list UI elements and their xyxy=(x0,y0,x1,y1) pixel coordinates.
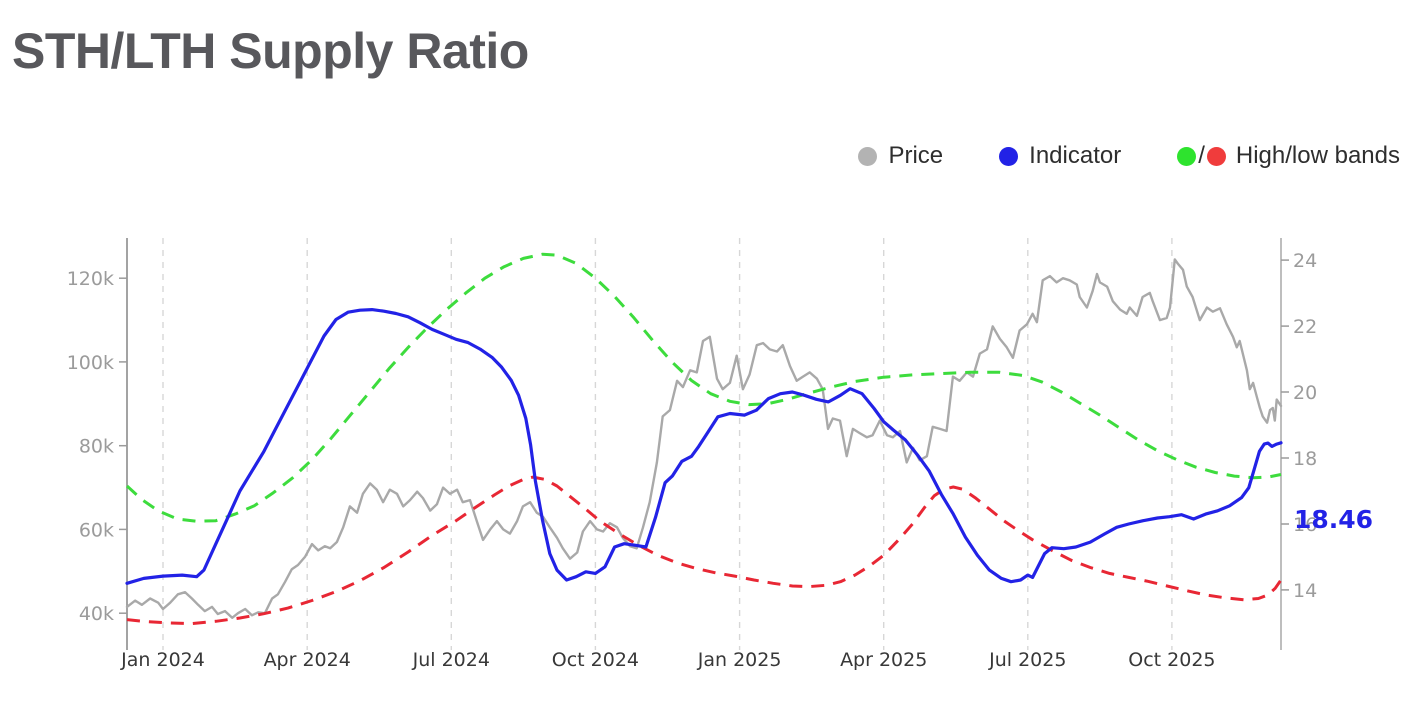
left-axis-tick-label: 100k xyxy=(67,352,114,374)
right-axis-tick-label: 20 xyxy=(1293,382,1317,404)
x-tick-label: Apr 2025 xyxy=(840,649,927,671)
x-tick-label: Oct 2025 xyxy=(1128,649,1215,671)
x-tick-label: Jan 2025 xyxy=(697,649,782,671)
legend-label-bands: High/low bands xyxy=(1235,142,1400,169)
gridlines xyxy=(162,238,1173,650)
x-tick-label: Oct 2024 xyxy=(552,649,639,671)
legend-label-indicator: Indicator xyxy=(1029,142,1122,169)
high-band-dot-icon xyxy=(1177,146,1197,166)
low-band-dot-icon xyxy=(1206,146,1226,166)
indicator-dot-icon xyxy=(999,146,1019,166)
legend: Price Indicator / High/low bands xyxy=(858,142,1400,170)
last-value-label: 18.46 xyxy=(1294,505,1373,534)
series-line-price xyxy=(125,258,1283,619)
left-axis-tick-label: 120k xyxy=(67,268,114,290)
left-axis-tick-label: 40k xyxy=(79,603,114,625)
axis-tick-labels: Jan 2024 Apr 2024 Jul 2024 Oct 2024 Jan 2025… xyxy=(67,250,1317,671)
series-line-low-band xyxy=(126,475,1283,626)
right-axis-tick-label: 22 xyxy=(1293,316,1317,338)
series-line-high-band xyxy=(125,252,1282,523)
legend-item-indicator[interactable]: Indicator xyxy=(999,142,1121,170)
series-line-indicator xyxy=(125,308,1283,585)
right-axis-tick-label: 24 xyxy=(1293,250,1317,272)
x-tick-label: Apr 2024 xyxy=(264,649,351,671)
right-axis-tick-label: 14 xyxy=(1293,580,1317,602)
legend-label-price: Price xyxy=(888,142,944,169)
x-tick-label: Jan 2024 xyxy=(120,649,205,671)
legend-item-price[interactable]: Price xyxy=(858,142,943,170)
series-lines xyxy=(125,252,1283,626)
price-dot-icon xyxy=(858,146,878,166)
right-axis-tick-label: 18 xyxy=(1293,448,1317,470)
left-axis-tick-label: 80k xyxy=(79,436,114,458)
page-title: STH/LTH Supply Ratio xyxy=(12,23,529,79)
x-tick-label: Jul 2024 xyxy=(412,649,490,671)
left-axis-tick-label: 60k xyxy=(79,519,114,541)
right-axis-tick-label: 16 xyxy=(1293,514,1317,536)
legend-item-bands[interactable]: / High/low bands xyxy=(1177,142,1400,170)
bands-slash: / xyxy=(1198,142,1205,169)
x-tick-label: Jul 2025 xyxy=(988,649,1066,671)
